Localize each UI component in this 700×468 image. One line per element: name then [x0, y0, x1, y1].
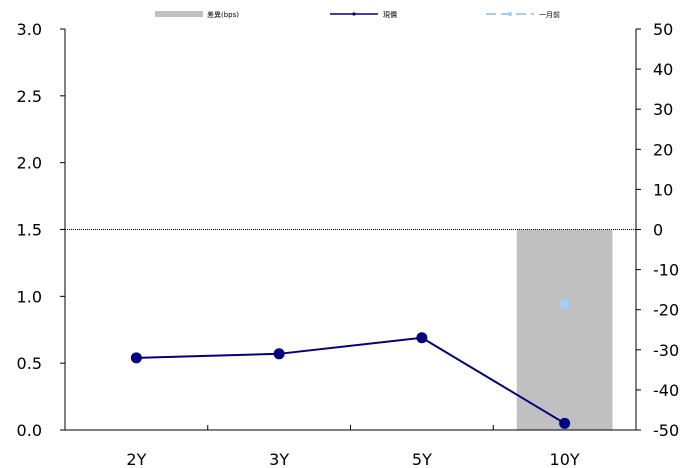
- legend-marker-month-ago: [508, 12, 512, 16]
- right-tick-label: -40: [653, 381, 679, 400]
- legend: 差異(bps) 現價 一月前: [155, 10, 560, 19]
- x-tick-label: 3Y: [269, 450, 289, 468]
- right-tick-label: 30: [653, 100, 673, 119]
- legend-item-diff: 差異(bps): [155, 10, 239, 19]
- right-tick-label: 10: [653, 180, 673, 199]
- bar-10Y: [516, 229, 613, 430]
- x-tick-label: 5Y: [412, 450, 432, 468]
- x-tick-label: 2Y: [126, 450, 146, 468]
- legend-item-month-ago: 一月前: [486, 10, 560, 19]
- right-tick-label: 0: [653, 221, 663, 240]
- left-tick-label: 1.5: [17, 221, 42, 240]
- point-current-3Y: [273, 348, 285, 360]
- legend-label-current: 現價: [383, 10, 397, 19]
- legend-label-diff: 差異(bps): [207, 10, 239, 19]
- right-tick-label: -10: [653, 261, 679, 280]
- left-tick-label: 0.0: [17, 421, 42, 440]
- point-current-2Y: [130, 352, 142, 364]
- left-tick-label: 2.5: [17, 87, 42, 106]
- right-tick-label: -20: [653, 301, 679, 320]
- lines-layer: [130, 298, 571, 429]
- point-month-ago-10Y: [559, 298, 571, 310]
- legend-label-month-ago: 一月前: [539, 10, 560, 19]
- left-tick-label: 1.0: [17, 287, 42, 306]
- legend-swatch-diff: [155, 11, 203, 17]
- right-tick-label: 40: [653, 60, 673, 79]
- legend-marker-current: [352, 12, 356, 16]
- axes-layer: 0.0 0.5 1.0 1.5 2.0 2.5 3.0 -50 -40 -30 -20 -10 0 10 2…: [17, 20, 680, 468]
- point-current-5Y: [416, 332, 428, 344]
- series-line-current: [136, 336, 566, 425]
- left-tick-label: 2.0: [17, 154, 42, 173]
- right-tick-label: 50: [653, 20, 673, 39]
- left-tick-label: 3.0: [17, 20, 42, 39]
- right-tick-label: -50: [653, 421, 679, 440]
- left-tick-label: 0.5: [17, 354, 42, 373]
- x-tick-label: 10Y: [550, 450, 580, 468]
- legend-item-current: 現價: [330, 10, 397, 19]
- right-tick-label: 20: [653, 140, 673, 159]
- bars-layer: [516, 229, 613, 430]
- right-tick-label: -30: [653, 341, 679, 360]
- point-current-10Y: [559, 417, 571, 429]
